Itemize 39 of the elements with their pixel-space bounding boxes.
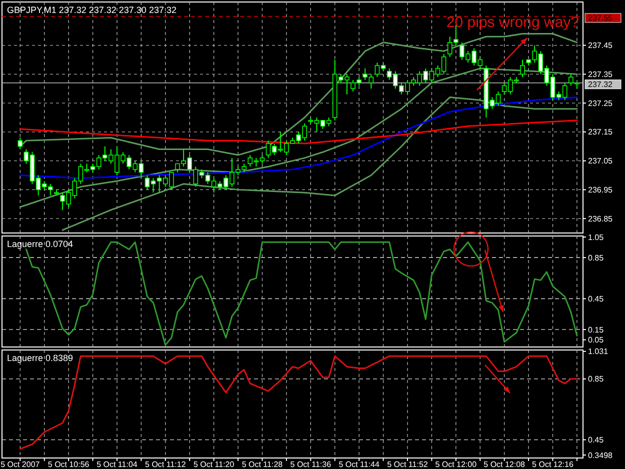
y-tick-label: 0.15	[588, 325, 604, 334]
candlestick	[520, 59, 525, 78]
x-tick-label: 5 Oct 2007	[0, 460, 40, 469]
y-tick-label: 237.05	[588, 156, 614, 166]
y-tick-label: 0.45	[588, 294, 604, 304]
y-tick-label: 0.85	[588, 253, 604, 262]
y-tick-label: 0.3498	[588, 450, 614, 460]
y-tick-label: 237.45	[588, 41, 614, 50]
chart-title: Laguerre 0.8389	[7, 353, 74, 363]
annotation: 20 pips wrong way?	[446, 14, 579, 31]
x-tick-label: 5 Oct 11:28	[242, 460, 284, 469]
x-tick-label: 5 Oct 12:16	[532, 460, 574, 469]
line-series	[62, 96, 578, 231]
chart-title: GBPJPY,M1 237.32 237.32 237.30 237.32	[7, 5, 176, 15]
candlestick	[18, 137, 23, 150]
y-tick-label: 237.15	[588, 128, 614, 137]
ref-line-label: 237.32	[588, 80, 614, 90]
x-tick-label: 5 Oct 10:56	[48, 460, 90, 469]
ref-line-label: 237.55	[588, 14, 614, 23]
x-tick-label: 5 Oct 11:04	[96, 460, 138, 469]
x-tick-label: 5 Oct 11:44	[338, 460, 380, 469]
x-tick-label: 5 Oct 11:36	[290, 460, 332, 469]
y-tick-label: 236.95	[588, 185, 614, 194]
y-tick-label: 0.45	[588, 436, 604, 445]
x-tick-label: 5 Oct 12:00	[435, 460, 478, 469]
y-tick-label: 236.85	[588, 214, 614, 224]
y-tick-label: 237.25	[588, 98, 614, 108]
y-tick-label: 0.05	[588, 336, 604, 345]
y-tick-label: 237.35	[588, 70, 614, 79]
line-series	[19, 68, 578, 208]
y-tick-label: 0.85	[588, 374, 604, 384]
y-tick-label: 1.05	[588, 232, 604, 242]
x-tick-label: 5 Oct 11:12	[145, 460, 186, 469]
chart-title: Laguerre 0.0704	[7, 239, 74, 249]
x-tick-label: 5 Oct 11:20	[193, 460, 235, 469]
y-tick-label: 1.031	[588, 347, 609, 356]
x-tick-label: 5 Oct 12:08	[484, 460, 526, 469]
x-tick-label: 5 Oct 11:52	[387, 460, 428, 469]
line-series	[19, 120, 578, 144]
